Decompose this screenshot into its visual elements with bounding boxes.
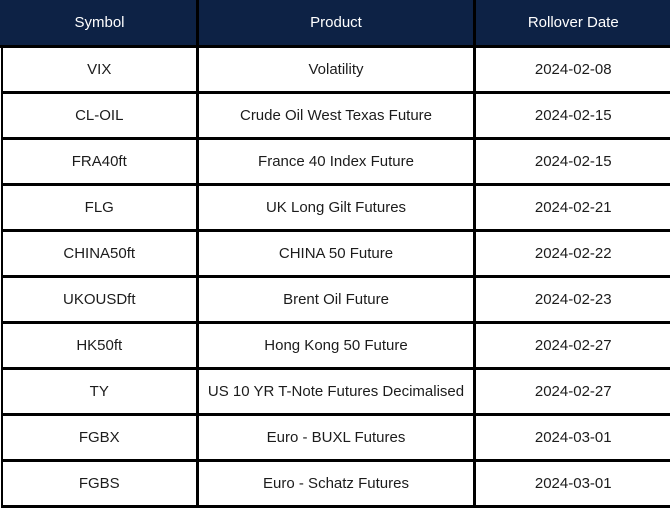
rollover-date-cell: 2024-02-08: [473, 44, 670, 94]
table-body: VIX Volatility 2024-02-08 CL-OIL Crude O…: [0, 44, 670, 508]
symbol-cell: FGBS: [0, 458, 199, 508]
symbol-cell: FRA40ft: [0, 136, 199, 186]
table-row: VIX Volatility 2024-02-08: [0, 44, 670, 94]
rollover-date-cell: 2024-02-21: [473, 182, 670, 232]
symbol-cell: CHINA50ft: [0, 228, 199, 278]
header-row: Symbol Product Rollover Date: [0, 0, 670, 48]
product-cell: France 40 Index Future: [196, 136, 476, 186]
rollover-date-cell: 2024-02-27: [473, 320, 670, 370]
symbol-cell: UKOUSDft: [0, 274, 199, 324]
table-header: Symbol Product Rollover Date: [0, 0, 670, 48]
rollover-date-cell: 2024-02-27: [473, 366, 670, 416]
symbol-cell: FGBX: [0, 412, 199, 462]
rollover-date-cell: 2024-03-01: [473, 412, 670, 462]
product-cell: UK Long Gilt Futures: [196, 182, 476, 232]
table-row: TY US 10 YR T-Note Futures Decimalised 2…: [0, 366, 670, 416]
symbol-cell: VIX: [0, 44, 199, 94]
product-cell: Crude Oil West Texas Future: [196, 90, 476, 140]
product-cell: Hong Kong 50 Future: [196, 320, 476, 370]
product-cell: Brent Oil Future: [196, 274, 476, 324]
rollover-date-cell: 2024-02-22: [473, 228, 670, 278]
table-row: UKOUSDft Brent Oil Future 2024-02-23: [0, 274, 670, 324]
column-header-symbol: Symbol: [0, 0, 199, 48]
table-row: HK50ft Hong Kong 50 Future 2024-02-27: [0, 320, 670, 370]
symbol-cell: CL-OIL: [0, 90, 199, 140]
rollover-date-cell: 2024-02-15: [473, 136, 670, 186]
product-cell: Euro - Schatz Futures: [196, 458, 476, 508]
table-row: FRA40ft France 40 Index Future 2024-02-1…: [0, 136, 670, 186]
column-header-product: Product: [196, 0, 476, 48]
table-row: FGBS Euro - Schatz Futures 2024-03-01: [0, 458, 670, 508]
table-row: FGBX Euro - BUXL Futures 2024-03-01: [0, 412, 670, 462]
product-cell: Euro - BUXL Futures: [196, 412, 476, 462]
symbol-cell: TY: [0, 366, 199, 416]
column-header-rollover-date: Rollover Date: [473, 0, 670, 48]
rollover-date-cell: 2024-02-15: [473, 90, 670, 140]
product-cell: US 10 YR T-Note Futures Decimalised: [196, 366, 476, 416]
table-row: CHINA50ft CHINA 50 Future 2024-02-22: [0, 228, 670, 278]
rollover-date-cell: 2024-03-01: [473, 458, 670, 508]
symbol-cell: HK50ft: [0, 320, 199, 370]
product-cell: Volatility: [196, 44, 476, 94]
table-row: CL-OIL Crude Oil West Texas Future 2024-…: [0, 90, 670, 140]
product-cell: CHINA 50 Future: [196, 228, 476, 278]
rollover-date-cell: 2024-02-23: [473, 274, 670, 324]
symbol-cell: FLG: [0, 182, 199, 232]
table-row: FLG UK Long Gilt Futures 2024-02-21: [0, 182, 670, 232]
